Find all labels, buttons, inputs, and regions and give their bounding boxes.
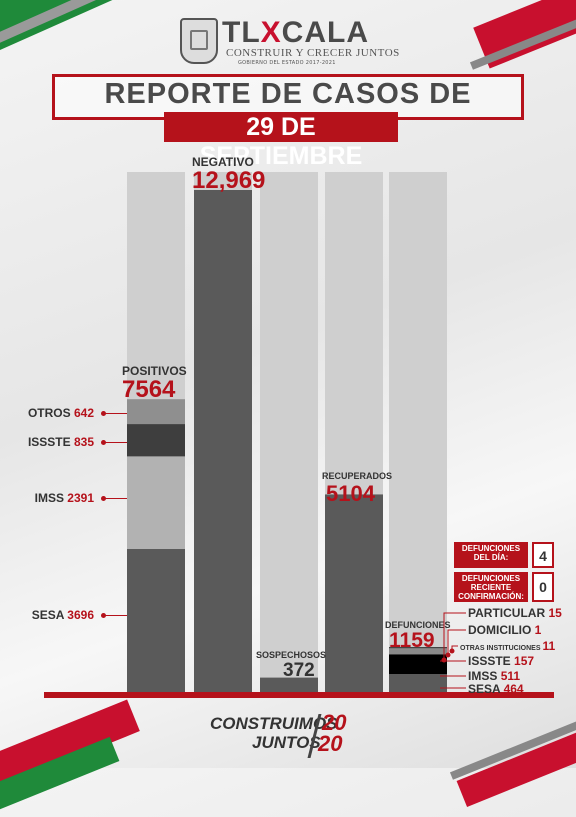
category-label: SOSPECHOSOS — [256, 650, 326, 660]
bar-track — [260, 172, 318, 692]
bar-recuperados — [325, 494, 383, 692]
footer-number: 20 — [318, 731, 342, 757]
category-label: RECUPERADOS — [322, 471, 392, 481]
defunciones-dia-label: DEFUNCIONES DEL DÍA: — [454, 542, 528, 568]
breakdown-label: IMSS 2391 — [0, 491, 94, 505]
defunciones-summary: DEFUNCIONES DEL DÍA: 4 DEFUNCIONES RECIE… — [454, 542, 554, 600]
bar-segment-imss — [127, 456, 185, 549]
bar-segment-issste — [127, 424, 185, 456]
connector-line — [105, 413, 127, 414]
category-value: 12,969 — [192, 167, 265, 195]
breakdown-label: SESA 3696 — [0, 608, 94, 622]
defunciones-reciente-label: DEFUNCIONES RECIENTE CONFIRMACIÓN: — [454, 572, 528, 602]
defunciones-label: OTRAS INSTITUCIONES 11 — [460, 639, 555, 653]
connector-line — [105, 615, 127, 616]
defunciones-dia-value: 4 — [532, 542, 554, 568]
defunciones-label: IMSS 511 — [468, 669, 520, 683]
connector-line — [105, 498, 127, 499]
bar-track — [389, 172, 447, 692]
defunciones-label: PARTICULAR 15 — [468, 606, 562, 620]
bar-segment-sesa — [127, 549, 185, 692]
bar-segment-defunciones — [389, 654, 447, 674]
breakdown-label: ISSSTE 835 — [0, 435, 94, 449]
defunciones-label: SESA 464 — [468, 682, 524, 696]
breakdown-label: OTROS 642 — [0, 406, 94, 420]
defunciones-label: ISSSTE 157 — [468, 654, 534, 668]
bar-segment-defunciones — [389, 674, 447, 692]
connector-line — [105, 442, 127, 443]
defunciones-label: DOMICILIO 1 — [468, 623, 541, 637]
category-value: 372 — [283, 660, 315, 682]
bar-negativo — [194, 190, 252, 692]
defunciones-reciente-value: 0 — [532, 572, 554, 602]
category-value: 5104 — [326, 481, 375, 507]
category-value: 7564 — [122, 376, 175, 404]
category-value: 1159 — [389, 629, 435, 653]
